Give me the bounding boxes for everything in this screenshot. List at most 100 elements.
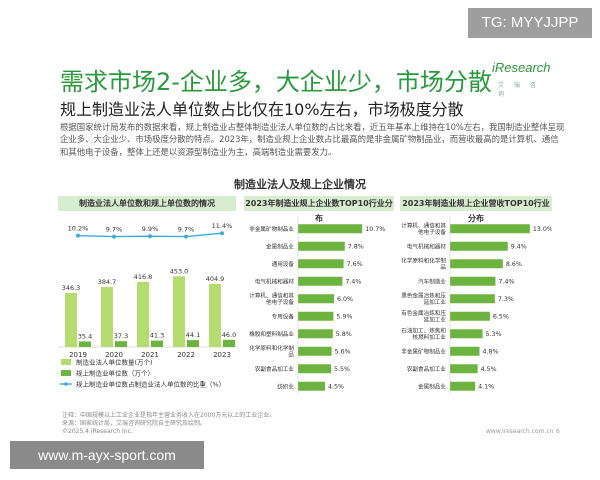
- x-tick-label: 2021: [141, 351, 159, 359]
- chart-corporate-units: 346.3 35.4 2019 384.7 37.3 2020 416.8 41.3 2021 4…: [58, 222, 238, 389]
- line-ratio-point: [112, 234, 116, 239]
- hbar-value-label: 13.0%: [533, 226, 552, 233]
- x-tick-label: 2022: [177, 351, 195, 359]
- page-title: 需求市场2-企业多，大企业少，市场分散: [60, 68, 492, 96]
- bar-label-above-scale-units: 46.0: [222, 331, 236, 339]
- hbar: [450, 259, 503, 269]
- hbar-value-label: 5.3%: [486, 331, 502, 338]
- copyright: ©2025.4 iResearch Inc.: [62, 428, 133, 435]
- bar-label-legal-units: 346.3: [62, 284, 81, 292]
- bar-label-legal-units: 384.7: [98, 278, 117, 286]
- hbar: [450, 224, 530, 234]
- chart-top10-revenue: 计算机、通信和其他电子设备 13.0% 电气机械和器材 9.4% 化学原料和化学制品 8.…: [401, 216, 552, 394]
- category-label: 计算机、通信和其他电子设备: [401, 222, 446, 236]
- hbar-value-label: 7.4%: [345, 278, 361, 285]
- hbar-value-label: 4.5%: [328, 383, 344, 390]
- x-tick-label: 2023: [213, 351, 231, 359]
- line-ratio-label: 9.9%: [142, 225, 159, 233]
- hbar: [298, 364, 331, 374]
- hbar: [450, 364, 478, 374]
- bar-legal-units: [173, 276, 185, 347]
- hbar: [298, 346, 332, 356]
- footnote-note: 注释：中国规模以上工业企业是指年主营业务收入在2000万元以上的工业企业。: [62, 412, 276, 419]
- legend-swatch-dot: [64, 382, 68, 386]
- bar-label-above-scale-units: 35.4: [78, 332, 92, 340]
- category-label: 纺织业: [277, 382, 294, 390]
- hbar-value-label: 5.5%: [334, 366, 350, 373]
- line-ratio-point: [148, 234, 152, 239]
- hbar-value-label: 10.7%: [365, 226, 385, 233]
- description-text: 根据国家统计局发布的数据来看，规上制造业占整体制造业法人单位数的占比来看，近五年…: [60, 122, 565, 157]
- hbar-value-label: 6.0%: [337, 296, 353, 303]
- hbar-value-label: 7.6%: [347, 261, 363, 268]
- hbar: [450, 311, 490, 321]
- hbar-value-label: 4.8%: [482, 348, 498, 355]
- category-label: 电气机械和器材: [407, 242, 447, 250]
- category-label: 黑色金属冶炼和压延加工业: [401, 292, 446, 306]
- bar-above-scale-units: [223, 339, 235, 347]
- category-label: 化学原料和化学制品: [249, 344, 294, 358]
- category-label: 橡胶和塑料制品业: [249, 330, 294, 338]
- iresearch-logo: iResearch 艾 瑞 咨 询: [488, 60, 551, 98]
- legend-swatch: [61, 370, 71, 376]
- x-tick-label: 2020: [105, 351, 123, 359]
- bar-legal-units: [137, 281, 149, 347]
- x-tick-label: 2019: [69, 351, 87, 359]
- category-label: 非金属矿物制品业: [249, 225, 294, 233]
- category-label: 非金属矿物制品业: [401, 347, 446, 355]
- hbar-value-label: 5.8%: [336, 331, 352, 338]
- section-title: 制造业法人及规上企业情况: [234, 178, 366, 191]
- hbar: [450, 294, 495, 304]
- bar-label-above-scale-units: 44.1: [186, 331, 200, 339]
- page-subtitle: 规上制造业法人单位数占比仅在10%左右，市场极度分散: [60, 100, 464, 119]
- hbar: [298, 259, 344, 269]
- hbar-value-label: 7.4%: [498, 278, 514, 285]
- line-ratio-label: 9.7%: [106, 226, 123, 234]
- hbar: [298, 276, 343, 286]
- line-ratio-label: 9.7%: [178, 226, 195, 234]
- hbar: [298, 311, 334, 321]
- bar-label-legal-units: 404.9: [206, 275, 225, 283]
- legend-label: 规上制造业单位数占制造业法人单位数的比重（%）: [76, 380, 225, 389]
- hbar: [450, 381, 476, 391]
- bar-above-scale-units: [79, 341, 91, 347]
- bar-legal-units: [101, 286, 113, 347]
- page-url: www.iresearch.com.cn: [486, 428, 554, 435]
- category-label: 石油加工、炼焦和核燃料加工业: [401, 327, 446, 341]
- hbar: [298, 241, 345, 251]
- hbar: [450, 329, 483, 339]
- line-ratio-label: 10.2%: [68, 225, 89, 233]
- bar-label-above-scale-units: 41.3: [150, 332, 164, 340]
- category-label: 金属制品业: [266, 242, 294, 250]
- bar-label-above-scale-units: 37.3: [114, 332, 128, 340]
- hbar: [450, 346, 480, 356]
- line-ratio-point: [220, 231, 224, 236]
- category-label: 专用设备: [272, 312, 295, 320]
- hbar: [298, 294, 334, 304]
- bar-label-legal-units: 416.8: [134, 273, 153, 281]
- chart2-title: 2023年制造业规上企业数TOP10行业分布: [244, 196, 394, 223]
- hbar: [298, 381, 325, 391]
- bar-legal-units: [65, 292, 77, 347]
- page-number: 6: [556, 428, 560, 435]
- watermark-banner: www.m-ayx-sport.com: [10, 441, 204, 469]
- hbar-value-label: 7.8%: [348, 243, 364, 250]
- category-label: 化学原料和化学制品: [401, 257, 446, 271]
- hbar-value-label: 5.6%: [335, 348, 351, 355]
- hbar: [450, 241, 508, 251]
- hbar: [298, 224, 363, 234]
- category-label: 农副食品加工业: [255, 365, 295, 373]
- hbar-value-label: 5.9%: [336, 313, 352, 320]
- logo-brand: iResearch: [492, 60, 551, 75]
- bar-above-scale-units: [151, 340, 163, 347]
- hbar-value-label: 9.4%: [511, 243, 527, 250]
- category-label: 农副食品加工业: [407, 365, 447, 373]
- line-ratio-point: [184, 234, 188, 239]
- category-label: 汽车制造业: [418, 277, 446, 285]
- chart-top10-count: 非金属矿物制品业 10.7% 金属制品业 7.8% 通用设备 7.6% 电气机械和器材 7.4…: [249, 216, 385, 394]
- hbar: [450, 276, 496, 286]
- category-label: 有色金属冶炼和压延加工业: [401, 309, 446, 323]
- category-label: 金属制品业: [418, 382, 446, 390]
- legend-label: 规上制造业单位数（万个）: [76, 369, 154, 378]
